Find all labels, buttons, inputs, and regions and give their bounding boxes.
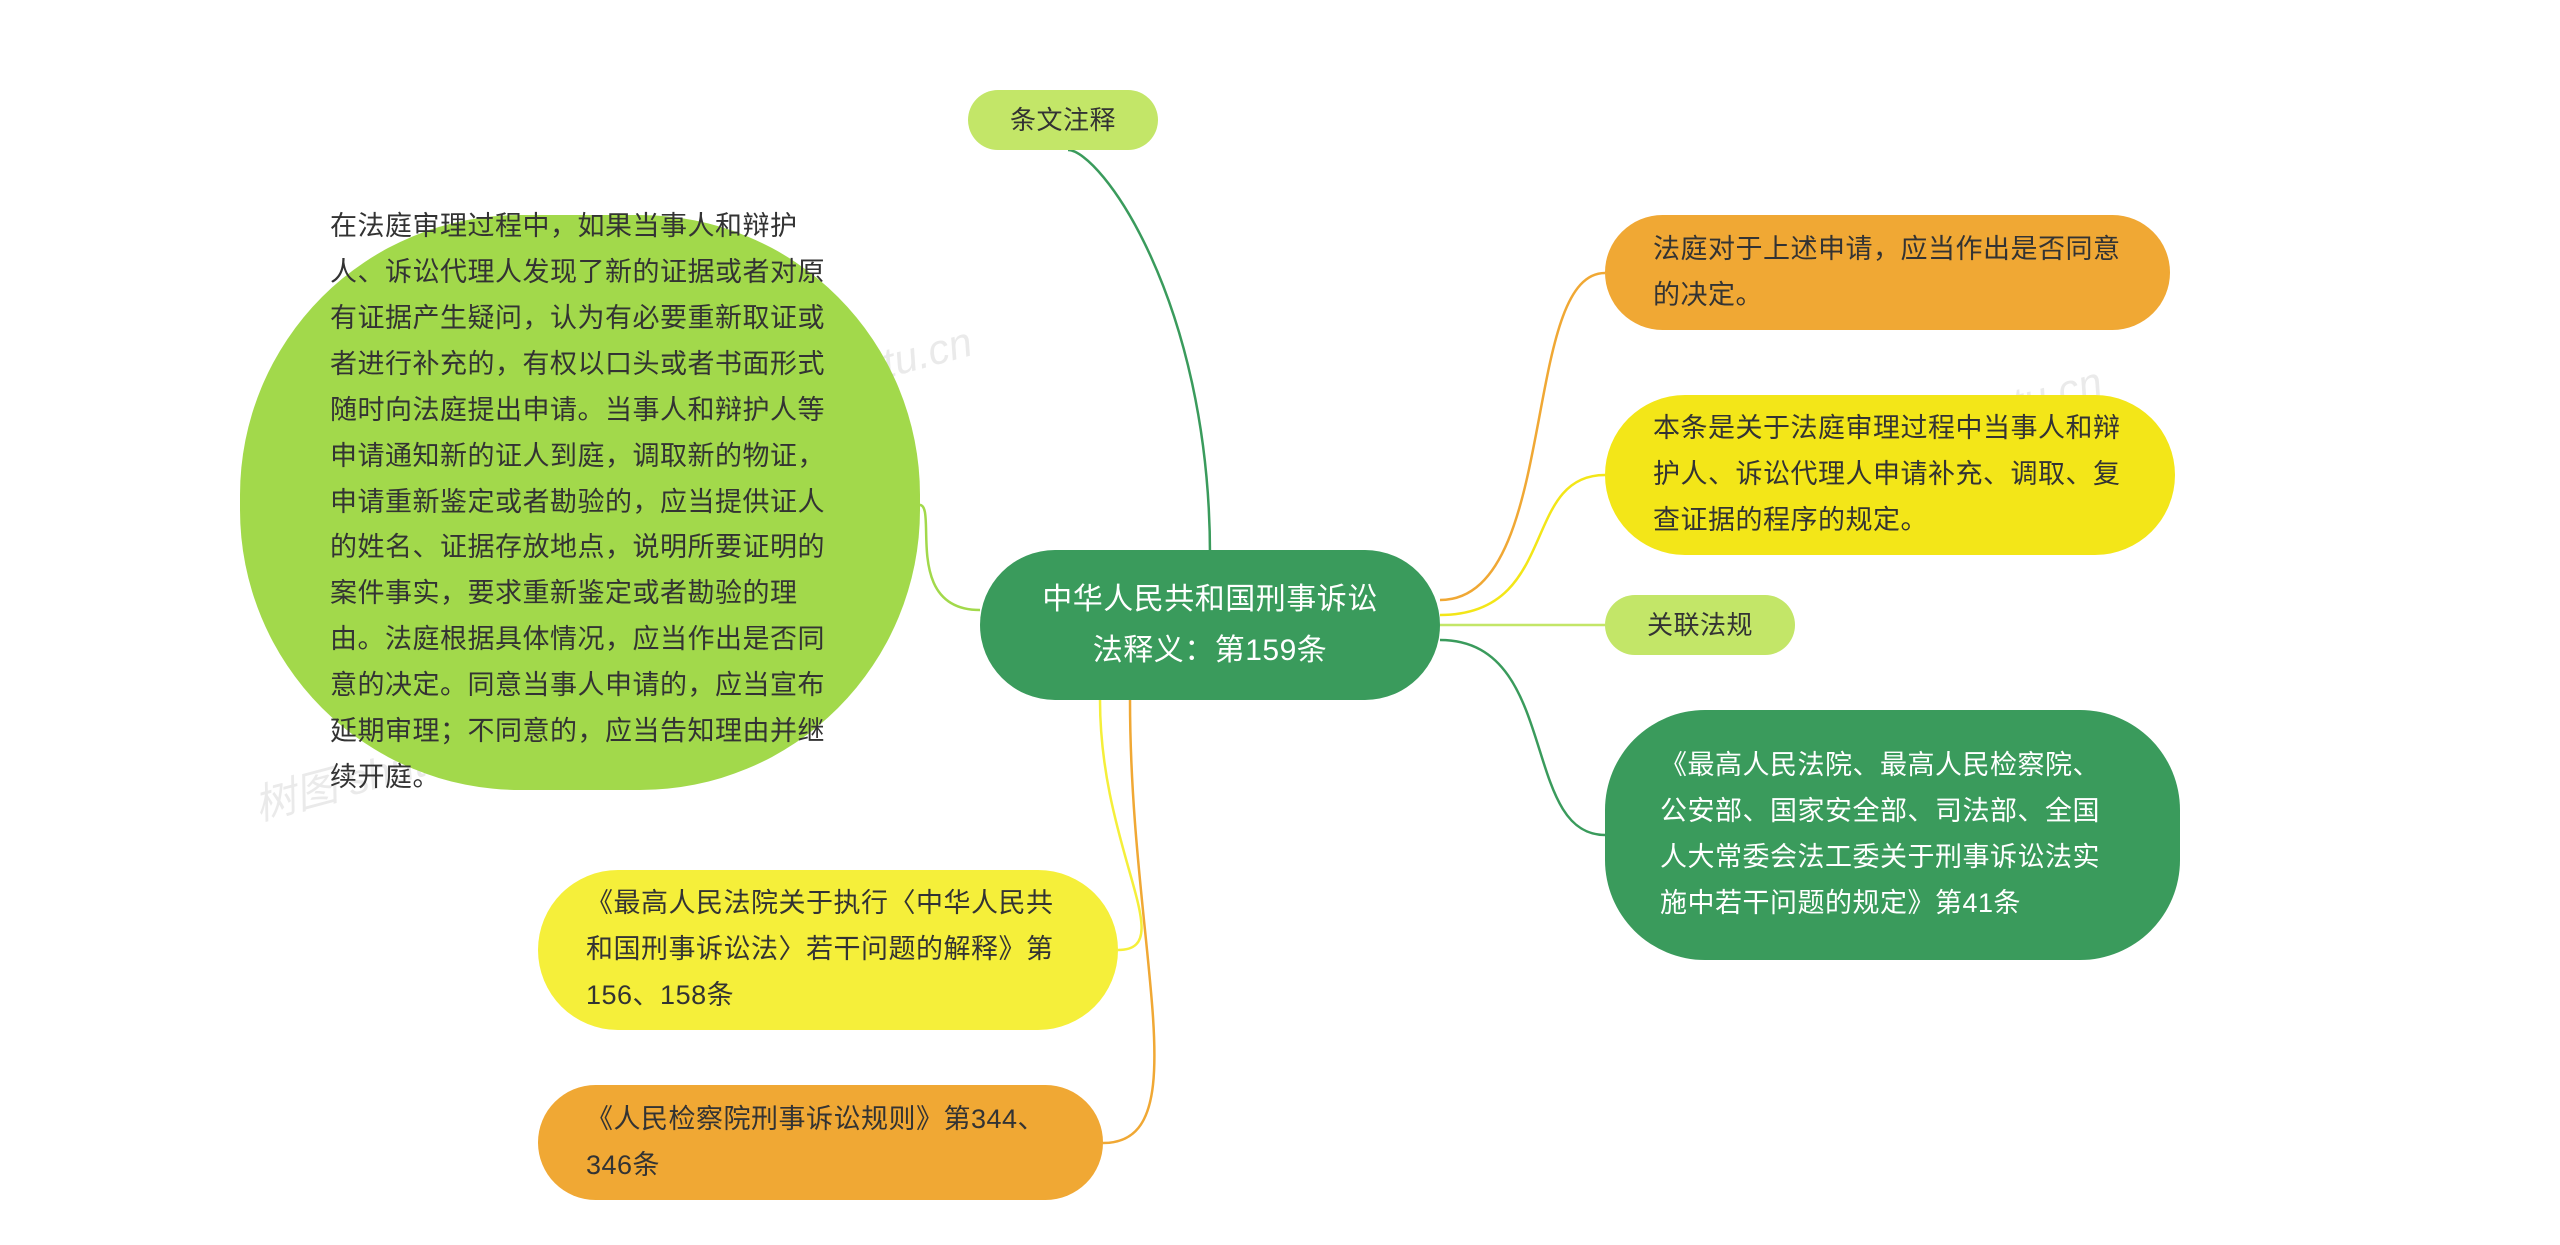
big-explanation-text: 在法庭审理过程中，如果当事人和辩护人、诉讼代理人发现了新的证据或者对原有证据产生… <box>330 204 830 801</box>
connector-path <box>918 505 980 610</box>
yellow-left-1-text: 《最高人民法院关于执行〈中华人民共和国刑事诉讼法〉若干问题的解释》第156、15… <box>586 881 1070 1019</box>
related-label[interactable]: 关联法规 <box>1605 595 1795 655</box>
connector-path <box>1440 273 1605 600</box>
yellow-left-node-1[interactable]: 《最高人民法院关于执行〈中华人民共和国刑事诉讼法〉若干问题的解释》第156、15… <box>538 870 1118 1030</box>
center-node-text: 中华人民共和国刑事诉讼法释义：第159条 <box>1040 574 1380 676</box>
connector-path <box>1440 640 1605 835</box>
yellow-right-node[interactable]: 本条是关于法庭审理过程中当事人和辩护人、诉讼代理人申请补充、调取、复查证据的程序… <box>1605 395 2175 555</box>
orange-left-node[interactable]: 《人民检察院刑事诉讼规则》第344、346条 <box>538 1085 1103 1200</box>
orange-right-text: 法庭对于上述申请，应当作出是否同意的决定。 <box>1653 227 2122 319</box>
connector-path <box>1440 475 1605 615</box>
big-explanation-node[interactable]: 在法庭审理过程中，如果当事人和辩护人、诉讼代理人发现了新的证据或者对原有证据产生… <box>240 215 920 790</box>
annotation-label-text: 条文注释 <box>1010 98 1116 142</box>
center-node[interactable]: 中华人民共和国刑事诉讼法释义：第159条 <box>980 550 1440 700</box>
related-label-text: 关联法规 <box>1647 603 1753 647</box>
orange-right-node[interactable]: 法庭对于上述申请，应当作出是否同意的决定。 <box>1605 215 2170 330</box>
yellow-right-text: 本条是关于法庭审理过程中当事人和辩护人、诉讼代理人申请补充、调取、复查证据的程序… <box>1653 406 2127 544</box>
dark-green-right-text: 《最高人民法院、最高人民检察院、公安部、国家安全部、司法部、全国人大常委会法工委… <box>1660 743 2125 927</box>
annotation-label[interactable]: 条文注释 <box>968 90 1158 150</box>
dark-green-right-node[interactable]: 《最高人民法院、最高人民检察院、公安部、国家安全部、司法部、全国人大常委会法工委… <box>1605 710 2180 960</box>
connector-path <box>1068 150 1210 555</box>
orange-left-text: 《人民检察院刑事诉讼规则》第344、346条 <box>586 1097 1055 1189</box>
